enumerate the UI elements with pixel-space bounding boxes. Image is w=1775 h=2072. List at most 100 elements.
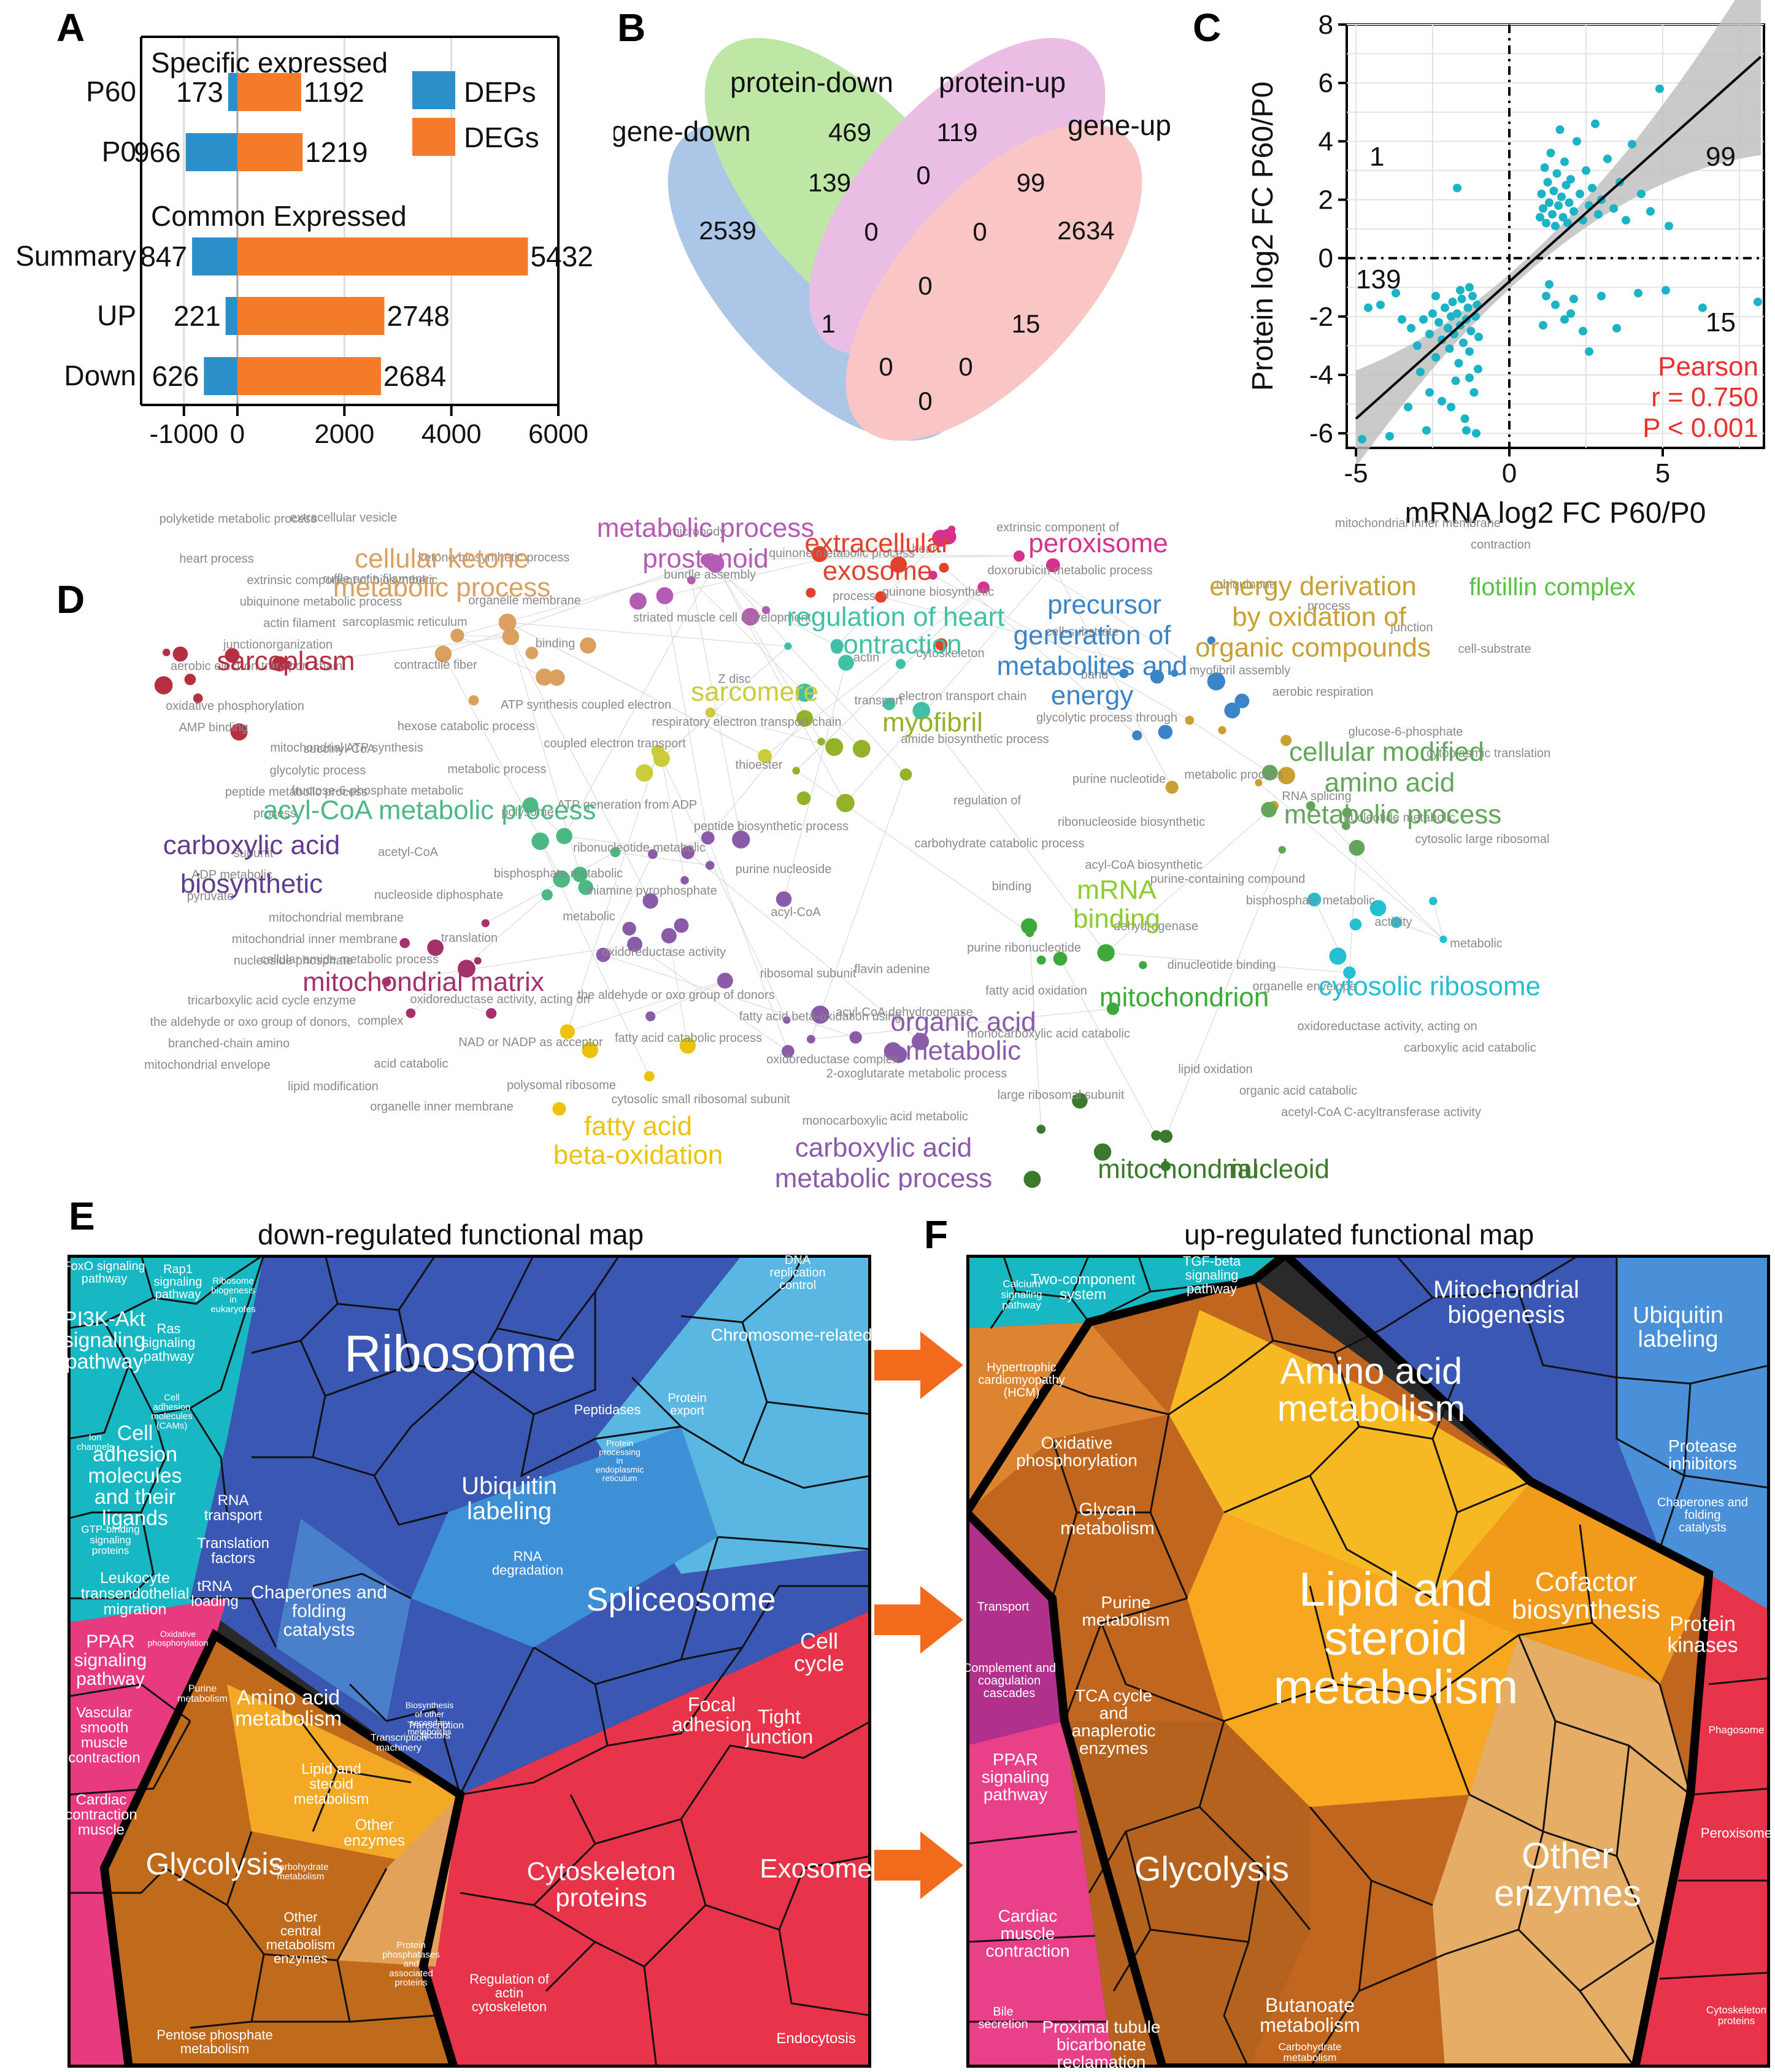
- c-ytick-label: -2: [1309, 302, 1333, 332]
- d-node: [1224, 703, 1241, 718]
- d-cluster-label: cellular modified: [1289, 737, 1484, 767]
- d-node: [1369, 899, 1387, 917]
- d-minor-term: cell-substrate: [1046, 625, 1119, 639]
- a-section-common: Common Expressed: [151, 200, 407, 232]
- c-point: [1628, 140, 1636, 149]
- c-point: [1646, 207, 1655, 216]
- e-metabolism-outline: [99, 1628, 465, 2068]
- map-cell-label: Carbohydrate metabolism: [1278, 2041, 1341, 2063]
- venn-count-gd-pu-gu: 0: [958, 352, 972, 381]
- d-minor-term: electron transport chain: [898, 690, 1026, 703]
- d-node: [225, 648, 240, 663]
- c-point: [1385, 431, 1394, 441]
- d-node: [784, 642, 792, 650]
- d-minor-term: sarcoplasmic reticulum: [342, 615, 467, 629]
- d-cluster-label: energy derivation: [1209, 571, 1417, 601]
- d-cluster-label: metabolic process: [775, 1163, 993, 1190]
- c-point: [1441, 303, 1449, 312]
- c-count-tl: 1: [1369, 142, 1384, 172]
- d-node: [498, 614, 517, 631]
- d-cluster-label: mitochondrial: [1098, 1154, 1258, 1184]
- venn-label-gene-up: gene-up: [1068, 109, 1171, 141]
- d-node: [1013, 550, 1025, 562]
- d-minor-term: polysome: [501, 806, 554, 819]
- d-minor-term: purine nucleoside: [736, 863, 832, 876]
- c-point: [1448, 298, 1457, 307]
- c-point: [1585, 347, 1593, 356]
- d-edge: [485, 852, 616, 924]
- d-minor-term: oxidoreductase complex: [766, 1053, 899, 1066]
- d-node: [717, 972, 733, 989]
- c-count-bl: 139: [1356, 264, 1401, 295]
- d-minor-term: branched-chain amino: [168, 1037, 290, 1050]
- a-bar-degs: [237, 237, 528, 275]
- map-cell-label: Amino acid metabolism: [235, 1686, 342, 1731]
- d-node: [895, 659, 906, 669]
- c-point: [1358, 434, 1366, 444]
- d-edge: [567, 751, 659, 1032]
- c-point: [1588, 183, 1596, 193]
- d-node: [912, 701, 931, 720]
- d-cluster-label: regulation of heart: [787, 602, 1005, 632]
- f-region-amino: [1169, 1310, 1531, 1598]
- d-minor-term: cytosolic small ribosomal subunit: [611, 1093, 790, 1106]
- d-node: [705, 861, 715, 870]
- map-cell-label: Protein kinases: [1667, 1612, 1738, 1657]
- c-point: [1536, 213, 1544, 222]
- d-node: [732, 830, 750, 849]
- d-node: [1207, 672, 1225, 691]
- d-node: [837, 655, 854, 671]
- map-cell-label: Tight junction: [745, 1706, 813, 1748]
- d-node: [1390, 916, 1403, 928]
- d-node: [572, 866, 588, 882]
- d-node: [272, 656, 288, 672]
- d-edge: [845, 564, 1053, 804]
- f-metabolism-outline: [966, 1255, 1714, 2068]
- d-node: [1036, 1125, 1046, 1134]
- d-node: [1341, 821, 1350, 830]
- d-node: [184, 674, 196, 685]
- a-bar-degs: [237, 133, 303, 171]
- d-minor-term: band: [1081, 668, 1109, 682]
- d-minor-term: peptide biosynthetic process: [694, 820, 849, 833]
- d-node: [1255, 779, 1263, 787]
- d-node: [556, 828, 572, 844]
- d-minor-term: bisphosphate metabolic: [494, 867, 623, 880]
- c-point: [1451, 376, 1460, 385]
- d-node: [382, 977, 391, 987]
- map-cell-label: Ubiquitin labeling: [461, 1473, 557, 1525]
- d-cluster-label: myofibril: [882, 707, 983, 738]
- map-cell-label: Cofactor biosynthesis: [1512, 1567, 1660, 1625]
- c-point: [1554, 201, 1563, 210]
- d-minor-term: extracellular vesicle: [290, 511, 398, 525]
- e-region-cellular: [423, 1611, 871, 2068]
- map-cell-label: Protease inhibitors: [1668, 1436, 1737, 1473]
- c-point: [1413, 341, 1422, 350]
- c-point: [1558, 213, 1568, 222]
- c-point: [1565, 198, 1574, 207]
- d-node: [434, 645, 452, 663]
- d-minor-term: acyl-CoA: [771, 906, 821, 919]
- d-minor-term: the aldehyde or oxo group of donors: [577, 988, 774, 1002]
- c-stat-title: Pearson: [1658, 352, 1758, 382]
- f-region-cellular: [1635, 1574, 1770, 2068]
- d-minor-term: contraction: [1471, 538, 1531, 552]
- d-node: [674, 918, 689, 933]
- map-cell-label: TCA cycle and anaplerotic enzymes: [1072, 1686, 1156, 1758]
- map-cell-label: Protein export: [668, 1392, 706, 1417]
- a-tick-label: 4000: [422, 419, 482, 449]
- d-node: [525, 646, 539, 660]
- c-point: [1364, 303, 1373, 312]
- d-node: [852, 739, 871, 758]
- venn-gene-up: [845, 123, 1142, 441]
- d-minor-term: ribonucleotide metabolic: [573, 841, 706, 855]
- d-cluster-label: nucleoid: [1229, 1154, 1330, 1184]
- d-edge: [1396, 922, 1444, 940]
- d-node: [741, 607, 760, 626]
- d-cluster-label: mRNA: [1077, 875, 1157, 905]
- map-cell-label: Other central metabolism enzymes: [266, 1909, 335, 1966]
- d-minor-term: purine-containing compound: [1150, 872, 1305, 886]
- d-cluster-label: flotillin complex: [1469, 574, 1635, 601]
- d-node: [230, 723, 248, 741]
